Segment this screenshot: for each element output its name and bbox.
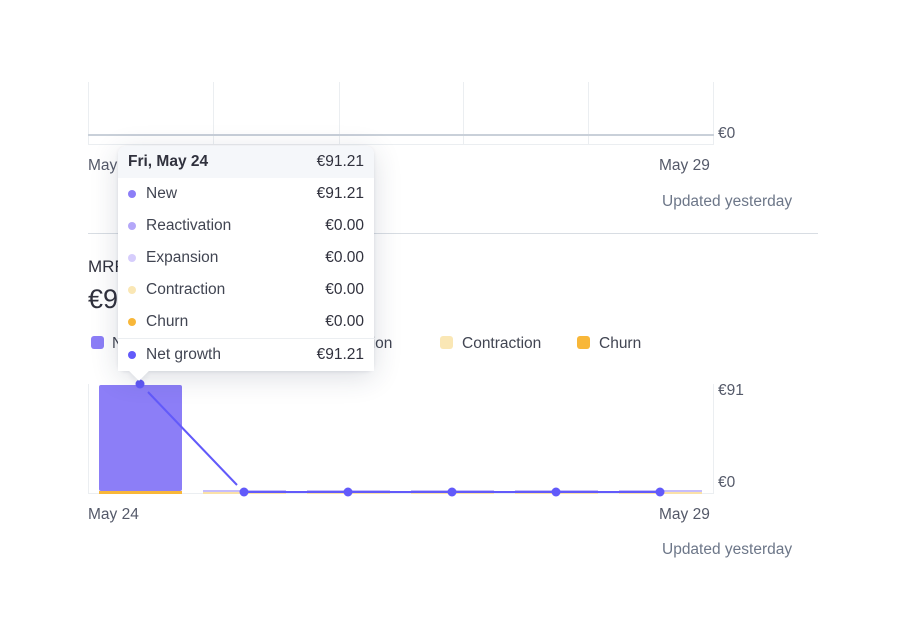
chart-right-axis [713, 384, 714, 494]
chart-baseline [88, 493, 714, 494]
x-start-label: May [88, 157, 118, 174]
legend-swatch-contraction [440, 336, 453, 349]
bar-churn-may24 [99, 491, 182, 494]
dot-icon [128, 222, 136, 230]
dot-icon [128, 351, 136, 359]
tooltip-total: €91.21 [316, 153, 364, 170]
dot-icon [128, 286, 136, 294]
chart-bottom-border [88, 144, 714, 145]
dot-icon [128, 190, 136, 198]
updated-text: Updated yesterday [662, 193, 793, 210]
tooltip-row-reactivation: Reactivation €0.00 [118, 210, 374, 242]
tooltip-row-net-growth: Net growth €91.21 [118, 339, 374, 371]
updated-text: Updated yesterday [662, 541, 793, 558]
tooltip-row-expansion: Expansion €0.00 [118, 242, 374, 274]
x-end-label: May 29 [659, 506, 710, 523]
y-min-label: €0 [718, 474, 736, 491]
section-divider [88, 233, 818, 234]
net-growth-line [135, 379, 665, 497]
gridline [213, 82, 214, 144]
tooltip-header: Fri, May 24 €91.21 [118, 146, 374, 178]
gridline [713, 82, 714, 144]
card-title[interactable]: MRR [88, 257, 127, 276]
gridline [588, 82, 589, 144]
bar-new-may24[interactable] [99, 385, 182, 491]
gridline [339, 82, 340, 144]
dot-icon [128, 318, 136, 326]
y-axis-label: €0 [718, 125, 736, 142]
chart-left-border [88, 384, 89, 494]
baseline [88, 134, 714, 136]
tooltip-row-contraction: Contraction €0.00 [118, 274, 374, 306]
gridline [463, 82, 464, 144]
gridline [88, 82, 89, 144]
legend-swatch-new [91, 336, 104, 349]
x-end-label: May 29 [659, 157, 710, 174]
dot-icon [128, 254, 136, 262]
legend-swatch-churn [577, 336, 590, 349]
legend-item-churn[interactable]: Churn [599, 335, 642, 352]
tooltip-separator [118, 338, 374, 339]
chart-tooltip: Fri, May 24 €91.21 New €91.21 Reactivati… [118, 146, 374, 381]
tooltip-row-churn: Churn €0.00 [118, 306, 374, 338]
legend-item-contraction[interactable]: Contraction [462, 335, 542, 352]
tooltip-row-new: New €91.21 [118, 178, 374, 210]
tooltip-date: Fri, May 24 [128, 153, 209, 170]
y-max-label: €91 [718, 382, 744, 399]
x-start-label: May 24 [88, 506, 139, 523]
